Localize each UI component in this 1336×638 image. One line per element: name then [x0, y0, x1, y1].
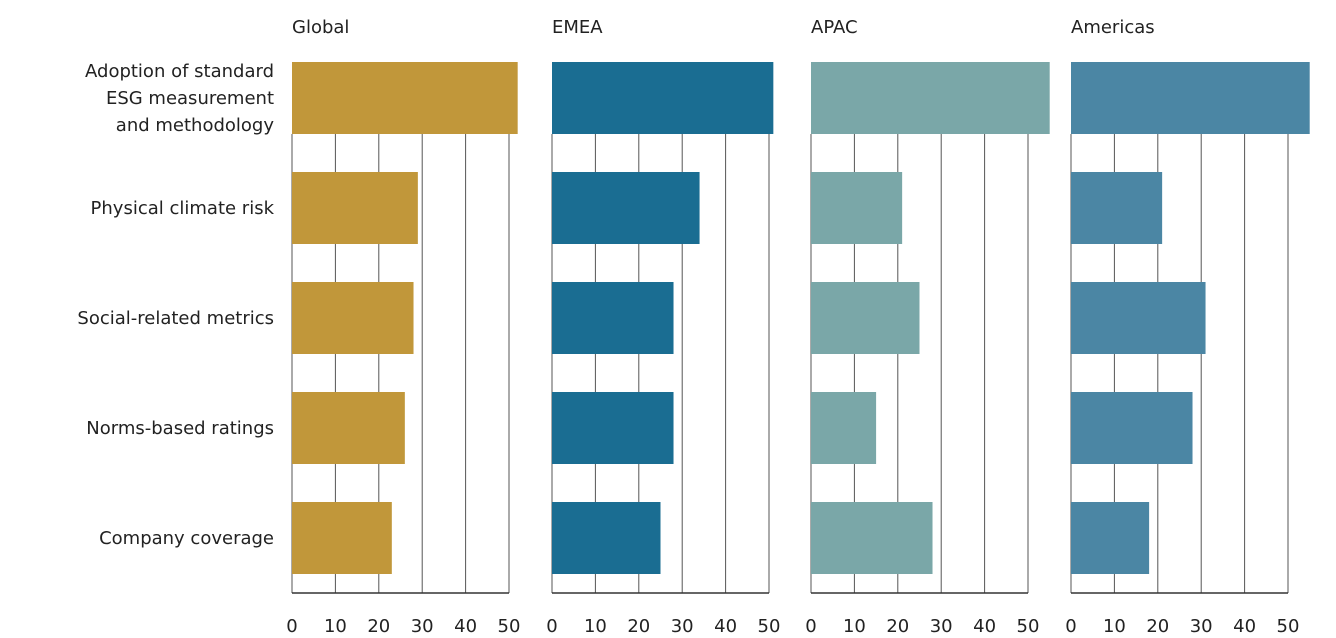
- panel-global: Global 0 10 20 30 40 50: [286, 17, 520, 637]
- x-tick-label: 10: [843, 616, 866, 637]
- bar: [292, 392, 405, 464]
- x-tick-label: 40: [454, 616, 477, 637]
- x-tick-label: 40: [714, 616, 737, 637]
- x-tick-label: 20: [627, 616, 650, 637]
- bar: [1071, 62, 1310, 134]
- bar: [552, 502, 661, 574]
- category-label-line: and methodology: [116, 115, 275, 136]
- panel-apac: APAC 0 10 20 30 40 50: [805, 17, 1050, 637]
- category-label-line: Physical climate risk: [91, 198, 275, 219]
- category-label-line: Company coverage: [99, 528, 274, 549]
- bar: [292, 502, 392, 574]
- x-tick-label: 50: [498, 616, 521, 637]
- x-tick-label: 30: [411, 616, 434, 637]
- x-tick-label: 50: [758, 616, 781, 637]
- panel-americas: Americas 0 10 20 30 40 50: [1065, 17, 1310, 637]
- category-label: Company coverage: [99, 528, 274, 549]
- category-label-line: ESG measurement: [106, 88, 274, 109]
- category-label-line: Adoption of standard: [85, 61, 274, 82]
- x-tick-label: 30: [671, 616, 694, 637]
- category-labels: Adoption of standard ESG measurement and m…: [77, 61, 274, 549]
- category-label: Social-related metrics: [77, 308, 274, 329]
- category-label-line: Social-related metrics: [77, 308, 274, 329]
- x-tick-label: 20: [1146, 616, 1169, 637]
- bar: [552, 282, 674, 354]
- bar: [1071, 172, 1163, 244]
- x-tick-label: 20: [367, 616, 390, 637]
- bar: [552, 62, 774, 134]
- panel-title: Global: [292, 17, 349, 38]
- bar: [1071, 392, 1193, 464]
- bar: [811, 392, 877, 464]
- bar: [811, 62, 1050, 134]
- x-tick-label: 50: [1017, 616, 1040, 637]
- category-label: Adoption of standard ESG measurement and m…: [85, 61, 274, 136]
- category-label: Norms-based ratings: [86, 418, 274, 439]
- x-tick-label: 0: [546, 616, 557, 637]
- bar: [292, 62, 518, 134]
- bar: [811, 172, 903, 244]
- bar: [292, 172, 418, 244]
- panel-title: APAC: [811, 17, 858, 38]
- chart-panels: Global 0 10 20 30 40 50 EMEA 0 10 20 30 40 50 APAC 0 10 2…: [286, 17, 1310, 637]
- x-tick-label: 20: [886, 616, 909, 637]
- panel-emea: EMEA 0 10 20 30 40 50: [546, 17, 780, 637]
- x-tick-label: 10: [584, 616, 607, 637]
- x-tick-label: 30: [1190, 616, 1213, 637]
- bar: [552, 172, 700, 244]
- x-tick-label: 40: [1233, 616, 1256, 637]
- category-label: Physical climate risk: [91, 198, 275, 219]
- x-tick-label: 30: [930, 616, 953, 637]
- bar: [1071, 502, 1150, 574]
- bar: [1071, 282, 1206, 354]
- x-tick-label: 0: [1065, 616, 1076, 637]
- x-tick-label: 50: [1277, 616, 1300, 637]
- x-tick-label: 0: [805, 616, 816, 637]
- bar: [552, 392, 674, 464]
- x-tick-label: 10: [324, 616, 347, 637]
- x-tick-label: 10: [1103, 616, 1126, 637]
- x-tick-label: 40: [973, 616, 996, 637]
- bar: [811, 502, 933, 574]
- category-label-line: Norms-based ratings: [86, 418, 274, 439]
- bar: [292, 282, 414, 354]
- bar: [811, 282, 920, 354]
- x-tick-label: 0: [286, 616, 297, 637]
- panel-title: EMEA: [552, 17, 603, 38]
- panel-title: Americas: [1071, 17, 1155, 38]
